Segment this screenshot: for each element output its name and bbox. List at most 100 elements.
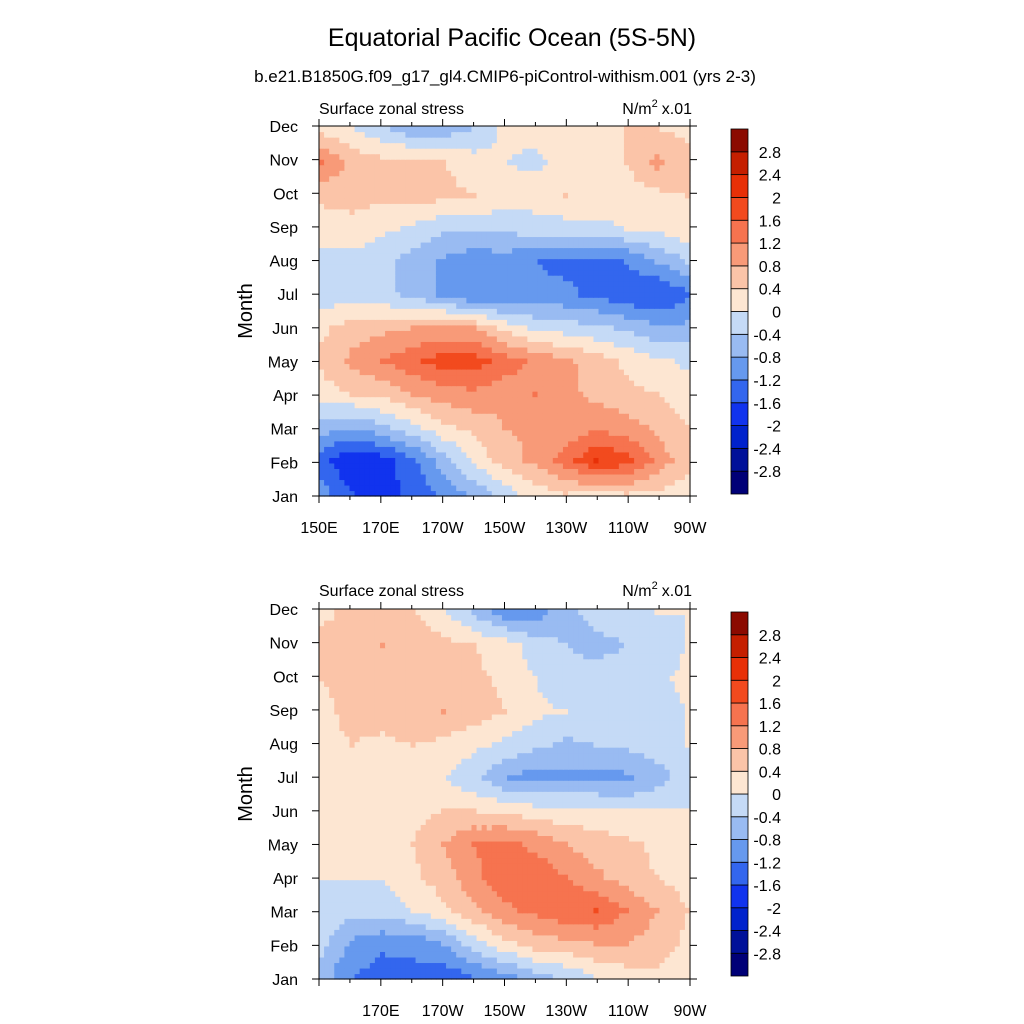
- contour-cell: [573, 269, 579, 276]
- contour-cell: [385, 159, 391, 166]
- contour-cell: [359, 286, 366, 293]
- contour-cell: [573, 435, 579, 442]
- contour-cell: [537, 258, 544, 265]
- contour-cell: [679, 286, 686, 293]
- contour-cell: [359, 319, 366, 326]
- contour-cell: [537, 247, 544, 254]
- contour-cell: [461, 368, 467, 376]
- contour-cell: [684, 368, 691, 376]
- contour-cell: [374, 391, 381, 398]
- contour-cell: [410, 302, 417, 309]
- contour-cell: [629, 175, 635, 182]
- contour-cell: [669, 424, 676, 431]
- contour-cell: [542, 126, 549, 133]
- contour-cell: [461, 402, 467, 409]
- contour-cell: [491, 253, 498, 260]
- contour-cell: [629, 368, 635, 376]
- contour-cell: [568, 396, 574, 403]
- contour-cell: [405, 203, 412, 210]
- contour-cell: [557, 391, 564, 398]
- contour-cell: [435, 153, 442, 160]
- contour-cell: [476, 275, 483, 282]
- contour-cell: [618, 352, 625, 359]
- contour-cell: [374, 148, 381, 155]
- contour-cell: [339, 126, 346, 133]
- contour-cell: [552, 391, 559, 398]
- contour-cell: [684, 203, 691, 210]
- contour-cell: [446, 374, 452, 381]
- contour-cell: [542, 440, 549, 447]
- contour-cell: [654, 446, 661, 453]
- contour-cell: [496, 264, 503, 271]
- contour-cell: [608, 181, 615, 188]
- contour-cell: [324, 164, 330, 171]
- contour-cell: [588, 413, 595, 420]
- contour-cell: [339, 236, 346, 243]
- contour-cell: [522, 357, 528, 365]
- contour-cell: [588, 175, 595, 182]
- contour-cell: [669, 418, 676, 425]
- contour-cell: [461, 451, 467, 458]
- contour-cell: [598, 413, 605, 420]
- contour-cell: [369, 479, 376, 486]
- contour-cell: [329, 148, 335, 155]
- contour-cell: [440, 186, 447, 193]
- contour-cell: [562, 346, 569, 354]
- contour-cell: [623, 352, 630, 359]
- contour-cell: [664, 484, 671, 492]
- contour-cell: [634, 126, 640, 133]
- contour-cell: [562, 203, 569, 210]
- contour-cell: [451, 335, 457, 342]
- contour-cell: [461, 186, 467, 193]
- contour-cell: [456, 330, 462, 337]
- contour-cell: [425, 435, 432, 442]
- contour-cell: [324, 230, 330, 238]
- contour-cell: [674, 374, 681, 381]
- contour-cell: [532, 280, 539, 287]
- contour-cell: [654, 346, 661, 354]
- contour-cell: [593, 241, 600, 249]
- contour-cell: [410, 175, 417, 182]
- contour-cell: [522, 280, 528, 287]
- contour-cell: [395, 208, 401, 215]
- contour-cell: [359, 247, 366, 254]
- contour-cell: [532, 192, 539, 199]
- contour-cell: [486, 357, 493, 365]
- contour-cell: [552, 236, 559, 243]
- contour-cell: [374, 280, 381, 287]
- contour-cell: [639, 208, 645, 215]
- contour-cell: [390, 137, 396, 144]
- contour-cell: [573, 324, 579, 331]
- contour-cell: [532, 473, 539, 481]
- contour-cell: [547, 490, 554, 497]
- contour-cell: [522, 319, 528, 326]
- contour-cell: [344, 374, 351, 381]
- contour-cell: [552, 429, 559, 436]
- contour-cell: [486, 407, 493, 414]
- contour-cell: [329, 137, 335, 144]
- contour-cell: [334, 313, 340, 320]
- contour-cell: [481, 230, 488, 238]
- contour-cell: [430, 396, 437, 403]
- contour-cell: [461, 435, 467, 442]
- contour-cell: [568, 479, 574, 486]
- contour-cell: [430, 197, 437, 204]
- contour-cell: [405, 253, 412, 260]
- contour-cell: [593, 424, 600, 431]
- contour-cell: [400, 142, 406, 149]
- contour-cell: [425, 457, 432, 464]
- contour-cell: [674, 148, 681, 155]
- colorbar-swatch: [730, 128, 749, 153]
- contour-cell: [588, 462, 595, 469]
- contour-cell: [649, 429, 656, 436]
- contour-cell: [547, 230, 554, 238]
- contour-cell: [364, 457, 371, 464]
- contour-cell: [369, 159, 376, 166]
- contour-cell: [471, 253, 478, 260]
- contour-cell: [623, 402, 630, 409]
- contour-cell: [349, 440, 356, 447]
- contour-cell: [629, 236, 635, 243]
- contour-cell: [613, 203, 620, 210]
- contour-cell: [593, 357, 600, 365]
- contour-cell: [466, 341, 473, 348]
